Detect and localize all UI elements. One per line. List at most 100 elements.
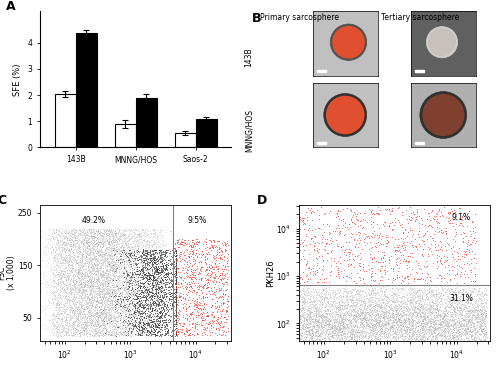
Point: [472, 331, 480, 337]
Point: [99, 240, 107, 246]
Point: [420, 206, 428, 212]
Point: [138, 309, 146, 315]
Point: [128, 274, 136, 280]
Point: [448, 309, 456, 315]
Point: [474, 307, 482, 313]
Point: [136, 285, 144, 291]
Point: [131, 318, 139, 324]
Point: [318, 336, 326, 342]
Point: [460, 291, 468, 297]
Point: [80, 294, 88, 299]
Point: [456, 331, 464, 337]
Point: [330, 324, 338, 330]
Point: [86, 317, 94, 323]
Point: [378, 328, 386, 334]
Point: [117, 240, 125, 246]
Point: [146, 278, 154, 284]
Point: [81, 328, 89, 334]
Point: [426, 245, 434, 251]
Point: [338, 328, 346, 334]
Point: [140, 275, 148, 281]
Point: [208, 280, 216, 286]
Point: [389, 322, 397, 328]
Point: [319, 307, 327, 313]
Point: [337, 334, 345, 340]
Point: [381, 310, 389, 316]
Point: [94, 314, 102, 320]
Point: [354, 333, 362, 339]
Point: [172, 274, 180, 280]
Point: [96, 281, 104, 287]
Point: [480, 288, 488, 294]
Point: [148, 276, 156, 282]
Point: [134, 248, 142, 254]
Point: [394, 298, 402, 304]
Point: [397, 252, 405, 258]
Point: [145, 249, 153, 255]
Point: [300, 290, 308, 296]
Point: [59, 312, 67, 317]
Point: [72, 280, 80, 286]
Point: [319, 320, 327, 326]
Point: [146, 300, 154, 306]
Point: [452, 310, 460, 316]
Point: [451, 320, 459, 326]
Point: [340, 258, 348, 264]
Point: [354, 270, 362, 276]
Point: [89, 255, 97, 261]
Point: [136, 280, 144, 286]
Point: [52, 249, 60, 255]
Point: [388, 206, 396, 211]
Point: [306, 291, 314, 297]
Point: [102, 311, 110, 317]
Point: [338, 274, 346, 280]
Point: [223, 258, 231, 264]
Point: [336, 327, 344, 333]
Point: [474, 330, 482, 336]
Point: [141, 279, 149, 285]
Point: [348, 217, 356, 223]
Point: [148, 326, 156, 332]
Point: [78, 278, 86, 284]
Point: [212, 252, 220, 258]
Point: [145, 242, 153, 248]
Point: [448, 312, 456, 318]
Point: [465, 312, 473, 318]
Point: [416, 326, 424, 332]
Point: [168, 292, 176, 298]
Point: [388, 322, 396, 328]
Point: [459, 287, 467, 292]
Point: [146, 309, 154, 315]
Point: [466, 292, 474, 298]
Point: [101, 310, 109, 316]
Point: [66, 241, 74, 247]
Point: [380, 224, 388, 229]
Point: [88, 322, 96, 328]
Point: [94, 300, 102, 306]
Point: [201, 254, 209, 260]
Point: [158, 308, 166, 314]
Point: [442, 302, 450, 308]
Point: [76, 255, 84, 261]
Point: [412, 258, 420, 264]
Point: [66, 288, 74, 294]
Point: [411, 322, 419, 328]
Point: [98, 250, 106, 255]
Point: [48, 239, 56, 245]
Point: [143, 333, 151, 338]
Point: [402, 317, 410, 323]
Point: [452, 312, 460, 318]
Point: [426, 332, 434, 338]
Point: [186, 275, 194, 280]
Point: [478, 322, 486, 328]
Point: [477, 328, 485, 334]
Point: [82, 243, 90, 249]
Point: [84, 308, 92, 314]
Point: [176, 281, 184, 287]
Point: [52, 328, 60, 334]
Point: [130, 248, 138, 254]
Point: [482, 335, 490, 341]
Point: [374, 312, 382, 318]
Point: [370, 338, 378, 344]
Point: [458, 302, 466, 308]
